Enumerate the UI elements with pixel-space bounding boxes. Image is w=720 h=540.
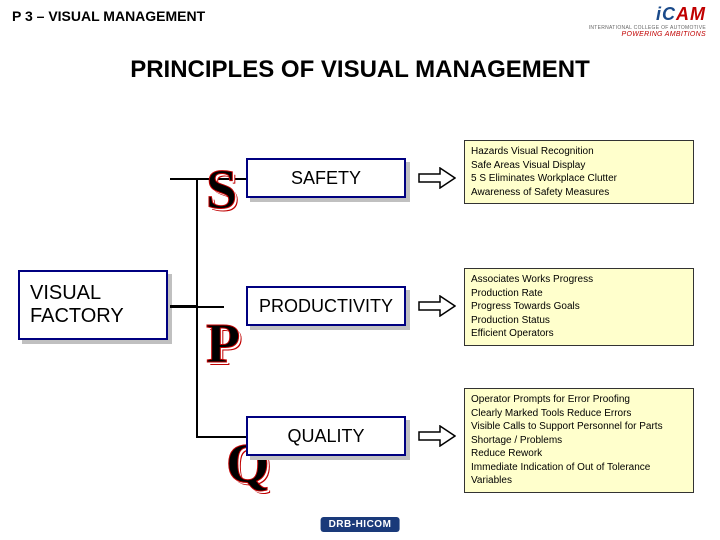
logo-tagline: POWERING AMBITIONS (589, 31, 706, 38)
detail-line: Reduce Rework (471, 447, 687, 461)
branch-box-Q: QUALITY (246, 416, 406, 456)
branch-line-1 (170, 306, 224, 308)
branch-letter-P: P (206, 312, 240, 376)
detail-line: Visible Calls to Support Personnel for P… (471, 420, 687, 447)
root-node: VISUAL FACTORY (18, 270, 168, 340)
branch-box-S: SAFETY (246, 158, 406, 198)
detail-box-Q: Operator Prompts for Error ProofingClear… (464, 388, 694, 493)
detail-line: Production Status (471, 314, 687, 328)
detail-line: Progress Towards Goals (471, 300, 687, 314)
detail-line: Safe Areas Visual Display (471, 159, 687, 173)
spine-line (196, 179, 198, 437)
detail-line: Production Rate (471, 287, 687, 301)
logo: iCAM INTERNATIONAL COLLEGE OF AUTOMOTIVE… (589, 4, 706, 38)
footer-logo: DRB-HICOM (321, 517, 400, 532)
root-line2: FACTORY (30, 305, 166, 328)
arrow-icon (418, 425, 456, 447)
detail-line: Hazards Visual Recognition (471, 145, 687, 159)
page-title: PRINCIPLES OF VISUAL MANAGEMENT (0, 56, 720, 84)
branch-box-P: PRODUCTIVITY (246, 286, 406, 326)
detail-line: Immediate Indication of Out of Tolerance… (471, 461, 687, 488)
detail-box-S: Hazards Visual RecognitionSafe Areas Vis… (464, 140, 694, 204)
detail-line: Operator Prompts for Error Proofing (471, 393, 687, 407)
root-line1: VISUAL (30, 282, 166, 305)
detail-line: Awareness of Safety Measures (471, 186, 687, 200)
logo-red: AM (676, 4, 706, 24)
detail-line: Efficient Operators (471, 327, 687, 341)
logo-blue: iC (656, 4, 676, 24)
detail-box-P: Associates Works ProgressProduction Rate… (464, 268, 694, 346)
branch-letter-S: S (206, 158, 237, 222)
arrow-icon (418, 295, 456, 317)
detail-line: Clearly Marked Tools Reduce Errors (471, 407, 687, 421)
detail-line: Associates Works Progress (471, 273, 687, 287)
arrow-icon (418, 167, 456, 189)
logo-text: iCAM (589, 4, 706, 25)
detail-line: 5 S Eliminates Workplace Clutter (471, 172, 687, 186)
page-header: P 3 – VISUAL MANAGEMENT (12, 8, 205, 24)
